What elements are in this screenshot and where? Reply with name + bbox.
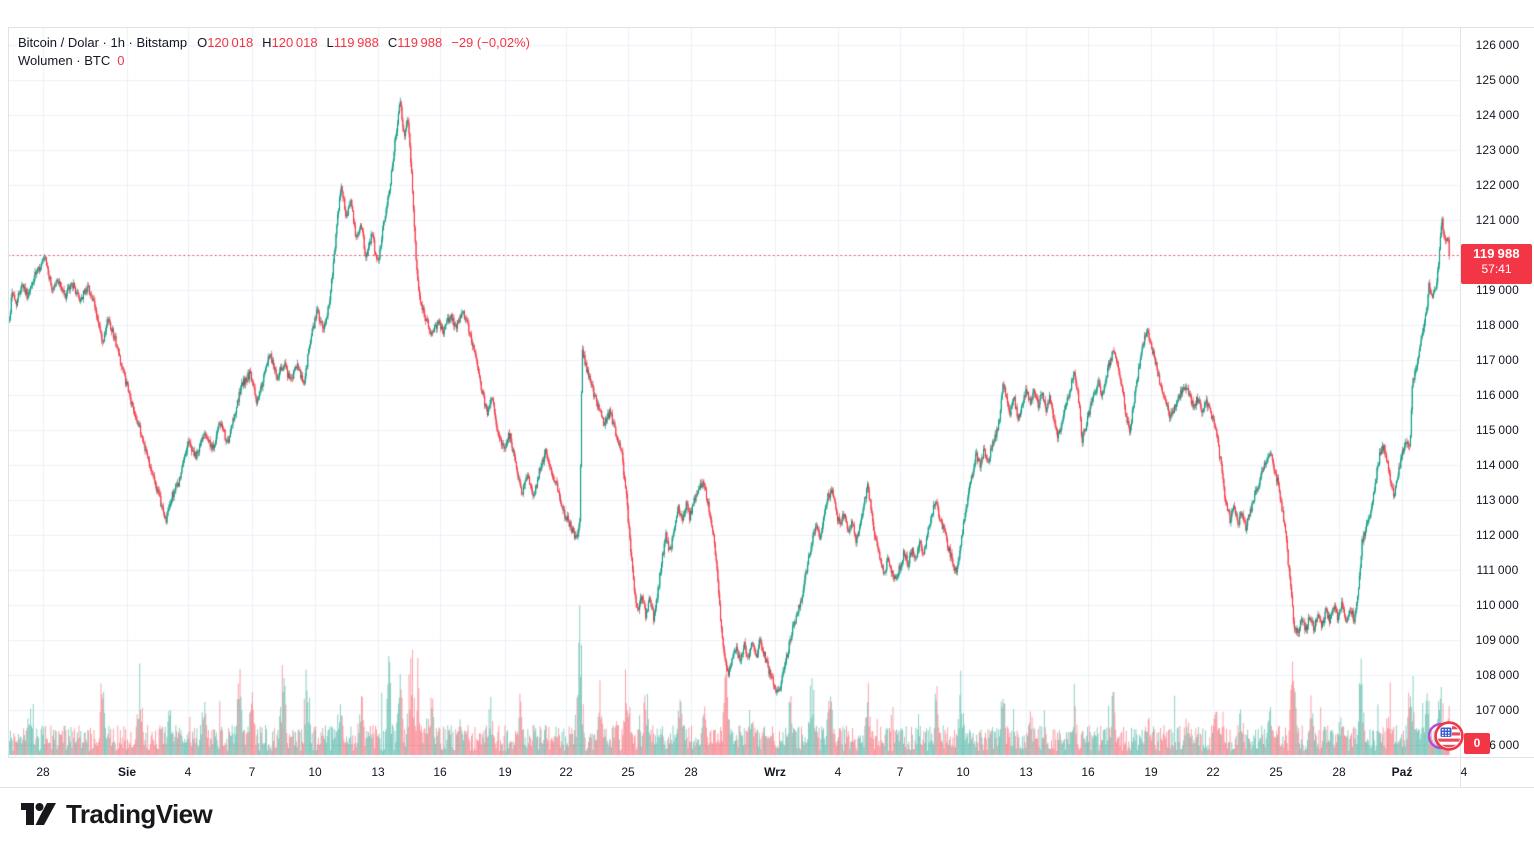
time-axis-border	[8, 757, 1534, 758]
ohlc-value: 119 988	[397, 34, 443, 50]
ohlc-value: 120 018	[271, 34, 318, 50]
chart-top-border	[8, 27, 1534, 28]
price-axis-border	[1460, 27, 1461, 787]
legend-volume-label: Wolumen · BTC	[18, 52, 111, 68]
ohlc-item-C: C119 988	[388, 35, 442, 50]
legend-volume-value: 0	[117, 52, 125, 68]
tradingview-logo[interactable]: TradingView	[20, 798, 213, 830]
time-tick: 25	[621, 765, 635, 779]
time-tick: 13	[371, 765, 385, 779]
price-tick: 117 000	[1476, 353, 1519, 367]
price-tick: 113 000	[1476, 493, 1519, 507]
ohlc-item-L: L119 988	[327, 35, 379, 50]
legend-symbol-title: Bitcoin / Dolar · 1h · Bitstamp	[18, 34, 188, 50]
legend-volume-row[interactable]: Wolumen · BTC 0	[18, 52, 530, 68]
time-tick: 10	[308, 765, 322, 779]
time-tick: 28	[1332, 765, 1346, 779]
price-tick: 126 000	[1475, 38, 1520, 52]
ohlc-item-H: H120 018	[262, 35, 317, 50]
last-price-badge: 119 988 57:41	[1461, 244, 1532, 285]
price-tick: 118 000	[1476, 318, 1519, 332]
price-tick: 116 000	[1476, 388, 1519, 402]
pair-logo-icon	[1427, 719, 1466, 758]
time-tick: 16	[433, 765, 447, 779]
time-tick: 19	[498, 765, 512, 779]
price-tick: 108 000	[1475, 668, 1520, 682]
legend-ohlc-values: O120 018 H120 018 L119 988 C119 988	[197, 35, 451, 50]
ohlc-value: 120 018	[207, 34, 254, 50]
price-axis[interactable]: 126 000 125 000 124 000 123 000 122 000 121 0…	[1461, 27, 1534, 787]
time-tick: 16	[1081, 765, 1095, 779]
time-tick: 25	[1269, 765, 1283, 779]
price-tick: 125 000	[1475, 73, 1520, 87]
price-tick: 111 000	[1476, 563, 1519, 577]
price-tick: 124 000	[1475, 108, 1520, 122]
time-tick: Wrz	[764, 765, 786, 779]
time-tick: 7	[896, 765, 904, 779]
time-tick: 4	[1460, 765, 1468, 779]
time-tick: 10	[956, 765, 970, 779]
chart-legend: Bitcoin / Dolar · 1h · Bitstamp O120 018…	[18, 34, 530, 70]
last-price-value: 119 988	[1473, 246, 1520, 262]
chart-bottom-border	[0, 787, 1534, 788]
legend-symbol-row[interactable]: Bitcoin / Dolar · 1h · Bitstamp O120 018…	[18, 34, 530, 50]
ohlc-item-O: O120 018	[197, 35, 253, 50]
ohlc-label: O	[197, 34, 208, 50]
time-tick: 22	[1206, 765, 1220, 779]
us-flag-icon	[1427, 721, 1464, 751]
time-tick: 19	[1144, 765, 1158, 779]
price-tick: 121 000	[1475, 213, 1520, 227]
time-tick: 4	[834, 765, 842, 779]
price-tick: 122 000	[1475, 178, 1520, 192]
ohlc-label: H	[262, 34, 272, 50]
price-tick: 107 000	[1475, 703, 1520, 717]
time-tick: 28	[36, 765, 50, 779]
price-tick: 115 000	[1476, 423, 1519, 437]
price-tick: 112 000	[1476, 528, 1519, 542]
ohlc-label: L	[326, 34, 334, 50]
time-tick: 7	[248, 765, 256, 779]
price-tick: 110 000	[1476, 598, 1519, 612]
price-tick: 123 000	[1475, 143, 1520, 157]
time-tick: 13	[1019, 765, 1033, 779]
time-tick: Paź	[1391, 765, 1413, 779]
tradingview-logo-text: TradingView	[66, 798, 213, 829]
chart-left-border	[8, 27, 9, 757]
time-tick: 28	[684, 765, 698, 779]
ohlc-label: C	[387, 34, 398, 50]
volume-zero-badge: 0	[1464, 733, 1490, 754]
bar-countdown: 57:41	[1481, 262, 1512, 277]
price-tick: 114 000	[1476, 458, 1519, 472]
time-axis[interactable]: 28 Sie 4 7 10 13 16 19 22 25 28 Wrz 4 7 10 13 16 19 22 25 28…	[0, 758, 1534, 787]
time-tick: 22	[559, 765, 573, 779]
time-tick: 4	[184, 765, 192, 779]
tradingview-logo-icon	[21, 803, 56, 825]
ohlc-value: 119 988	[333, 34, 379, 50]
time-tick: Sie	[117, 765, 137, 779]
legend-change-value: −29 (−0,02%)	[451, 34, 531, 50]
price-tick: 119 000	[1476, 283, 1519, 297]
price-tick: 109 000	[1475, 633, 1520, 647]
